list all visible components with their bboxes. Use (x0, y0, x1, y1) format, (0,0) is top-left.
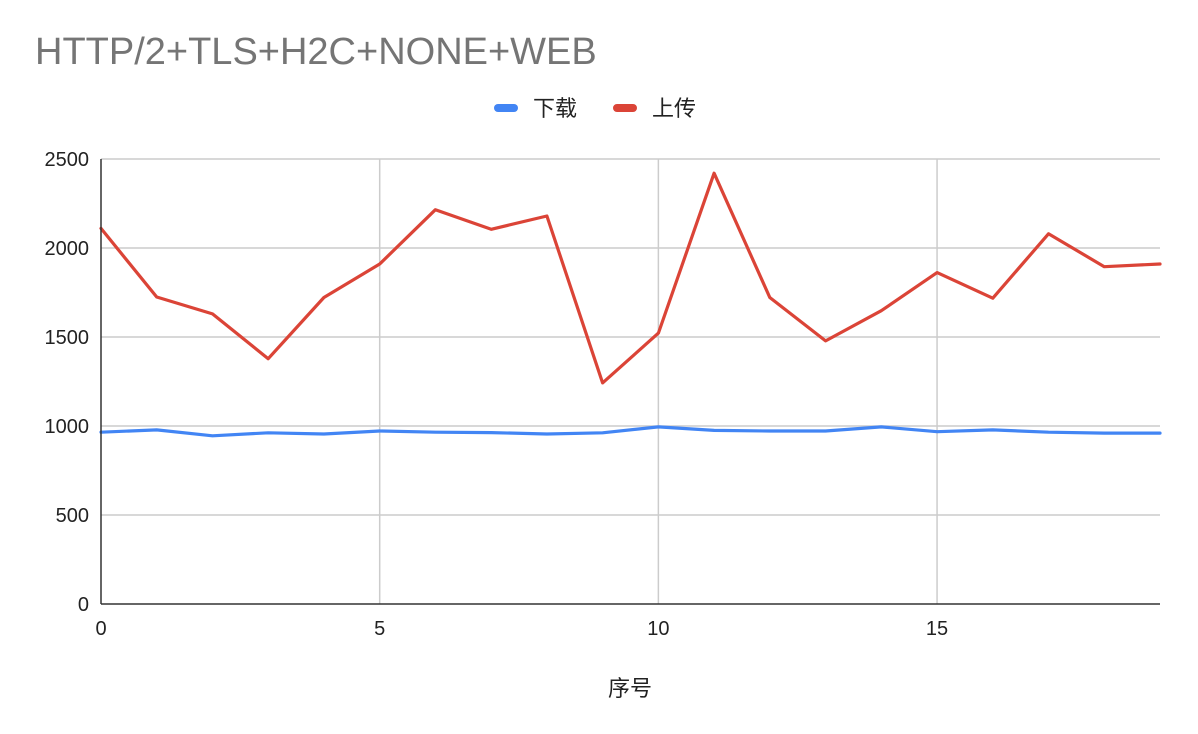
y-tick-label: 1000 (45, 416, 90, 438)
legend-swatch (494, 104, 518, 112)
y-tick-label: 0 (78, 594, 89, 616)
legend-item-0: 下载 (494, 97, 577, 122)
legend-label: 上传 (652, 97, 696, 122)
legend: 下载 上传 (494, 97, 696, 122)
legend-label: 下载 (533, 97, 577, 122)
x-tick-label: 5 (374, 618, 385, 640)
y-tick-label: 500 (56, 505, 89, 527)
legend-swatch (613, 104, 637, 112)
chart-title: HTTP/2+TLS+H2C+NONE+WEB (35, 31, 597, 73)
tick-labels: 0 500 1000 1500 2000 2500 0 5 10 15 (45, 149, 949, 640)
x-axis-title: 序号 (608, 677, 652, 702)
series-line-1 (99, 171, 1162, 385)
y-tick-label: 1500 (45, 327, 90, 349)
x-tick-label: 10 (647, 618, 669, 640)
gridlines (101, 158, 1160, 604)
x-tick-label: 15 (926, 618, 948, 640)
y-tick-label: 2000 (45, 238, 90, 260)
x-tick-label: 0 (95, 618, 106, 640)
legend-item-1: 上传 (613, 97, 696, 122)
series-line-0 (99, 425, 1162, 438)
axes (100, 159, 1160, 605)
series-lines (99, 171, 1162, 438)
y-tick-label: 2500 (45, 149, 90, 171)
